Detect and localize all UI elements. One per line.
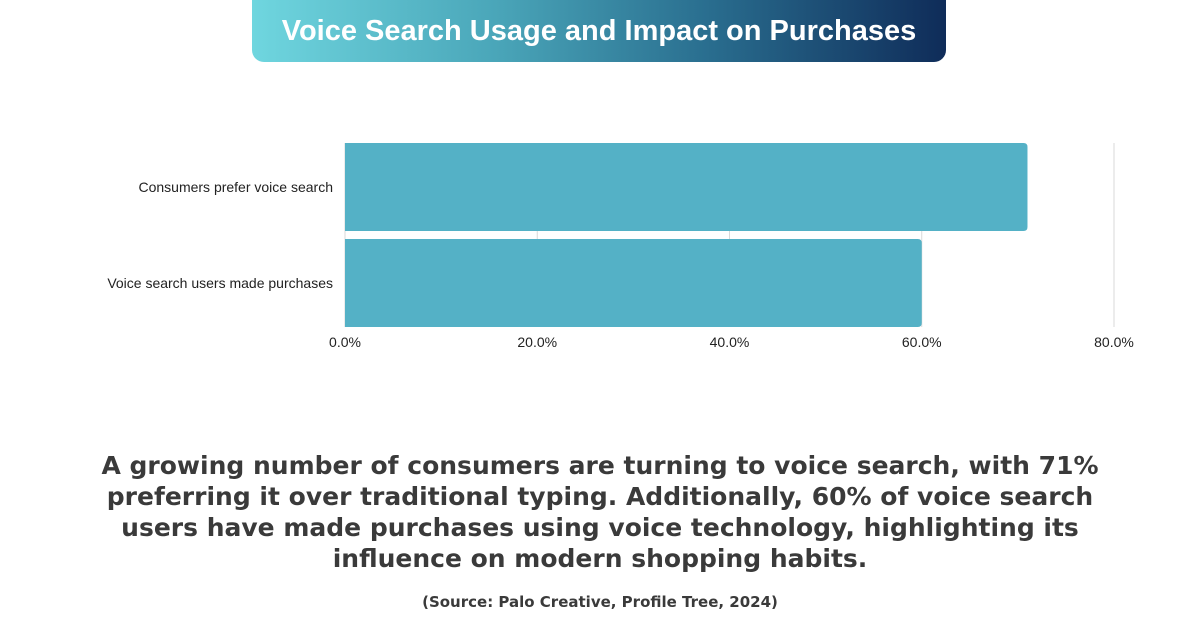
category-label: Voice search users made purchases	[107, 275, 333, 291]
bar-chart: 0.0% 20.0% 40.0% 60.0% 80.0% Consumers prefer…	[107, 143, 1134, 350]
x-tick-label: 40.0%	[710, 334, 750, 350]
x-tick-label: 80.0%	[1094, 334, 1134, 350]
description-text: A growing number of consumers are turnin…	[101, 451, 1099, 573]
x-tick-label: 0.0%	[329, 334, 361, 350]
chart-title: Voice Search Usage and Impact on Purchas…	[252, 0, 946, 62]
bar	[345, 143, 1028, 231]
x-tick-label: 60.0%	[902, 334, 942, 350]
source-text: (Source: Palo Creative, Profile Tree, 20…	[422, 593, 778, 611]
category-label: Consumers prefer voice search	[138, 179, 333, 195]
bar	[345, 239, 922, 327]
x-tick-label: 20.0%	[517, 334, 557, 350]
